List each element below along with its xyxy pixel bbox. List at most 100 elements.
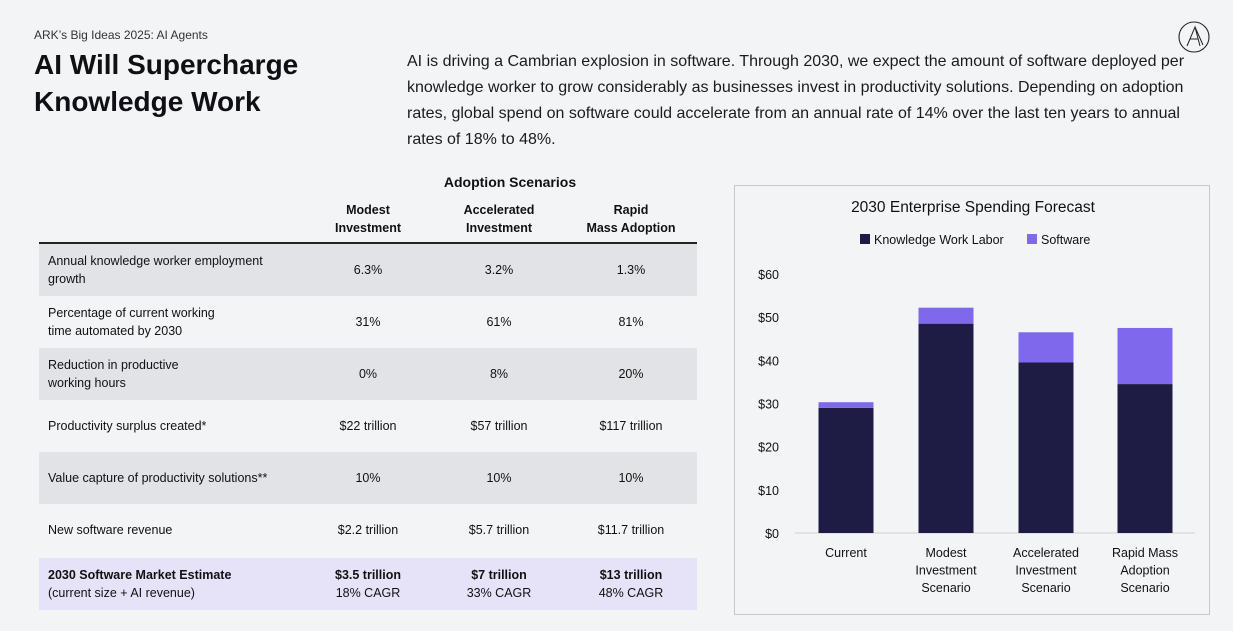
table-cell: $11.7 trillion <box>597 523 665 537</box>
summary-cagr: 33% CAGR <box>466 586 532 600</box>
row-label-line2: working hours <box>48 376 126 390</box>
table-cell: $22 trillion <box>339 419 397 433</box>
column-header-line1: Rapid <box>613 203 649 217</box>
x-tick-label: Accelerated <box>1013 546 1079 560</box>
legend-label: Knowledge Work Labor <box>874 233 1004 247</box>
table-cell: $2.2 trillion <box>337 523 399 537</box>
table-row: Percentage of current working time automa… <box>39 296 697 348</box>
y-tick-label: $60 <box>758 268 779 282</box>
bar-segment <box>818 402 874 408</box>
x-tick-label: Scenario <box>921 581 970 595</box>
x-tick-label: Investment <box>915 564 977 578</box>
summary-label-line2: (current size + AI revenue) <box>48 586 195 600</box>
title-line-2: Knowledge Work <box>34 86 261 117</box>
row-label-line2: time automated by 2030 <box>48 324 183 338</box>
x-tick-label: Adoption <box>1120 564 1169 578</box>
column-header-line2: Investment <box>335 221 401 235</box>
series-label: ARK’s Big Ideas 2025: AI Agents <box>34 28 208 42</box>
table-cell: 8% <box>489 367 509 381</box>
summary-cell: $13 trillion 48% CAGR <box>566 566 696 602</box>
row-label-line1: Percentage of current working <box>48 306 215 320</box>
table-title: Adoption Scenarios <box>443 174 577 190</box>
table-cell: 31% <box>355 315 381 329</box>
table-cell: 81% <box>618 315 644 329</box>
bar-segment <box>1018 362 1074 533</box>
ark-logo-icon <box>1178 21 1210 53</box>
row-label: Annual knowledge worker employment growth <box>39 252 299 288</box>
y-tick-label: $20 <box>758 441 779 455</box>
table-row: New software revenue $2.2 trillion $5.7 tr… <box>39 504 697 556</box>
row-label-line1: Productivity surplus created* <box>48 419 207 433</box>
table-cell: 20% <box>618 367 644 381</box>
summary-cell: $7 trillion 33% CAGR <box>434 566 564 602</box>
table-cell: $117 trillion <box>599 419 663 433</box>
table-row: Value capture of productivity solutions*… <box>39 452 697 504</box>
bar-segment <box>818 407 874 533</box>
column-header: Modest Investment <box>303 201 433 237</box>
x-tick-label: Scenario <box>1021 581 1070 595</box>
x-tick-label: Modest <box>926 546 968 560</box>
x-tick-label: Current <box>825 546 867 560</box>
table-cell: 1.3% <box>616 263 646 277</box>
y-tick-label: $50 <box>758 311 779 325</box>
table-cell: 10% <box>618 471 644 485</box>
column-header-line2: Mass Adoption <box>586 221 676 235</box>
summary-value: $7 trillion <box>471 568 527 582</box>
row-label: Value capture of productivity solutions*… <box>39 469 299 487</box>
y-tick-label: $0 <box>765 527 779 541</box>
y-tick-label: $40 <box>758 354 779 368</box>
row-label: Reduction in productive working hours <box>39 356 299 392</box>
column-header-line1: Modest <box>346 203 390 217</box>
x-tick-label: Scenario <box>1120 581 1169 595</box>
bar-segment <box>1018 332 1074 363</box>
legend-swatch <box>860 234 870 244</box>
bar-segment <box>918 323 974 533</box>
summary-label-line1: 2030 Software Market Estimate <box>48 568 232 582</box>
header-divider <box>39 242 697 244</box>
title-line-1: AI Will Supercharge <box>34 49 299 80</box>
legend-swatch <box>1027 234 1037 244</box>
row-label-line1: Reduction in productive <box>48 358 179 372</box>
intro-paragraph: AI is driving a Cambrian explosion in so… <box>407 53 1185 148</box>
chart-title: 2030 Enterprise Spending Forecast <box>851 199 1096 216</box>
table-cell: 3.2% <box>484 263 514 277</box>
table-cell: 6.3% <box>353 263 383 277</box>
summary-value: $3.5 trillion <box>335 568 401 582</box>
summary-cagr: 48% CAGR <box>598 586 664 600</box>
table-cell: 10% <box>486 471 512 485</box>
summary-cagr: 18% CAGR <box>335 586 401 600</box>
column-header-line2: Investment <box>466 221 532 235</box>
table-cell: 0% <box>358 367 378 381</box>
bar-segment <box>1117 384 1173 533</box>
row-label-line1: Value capture of productivity solutions*… <box>48 471 268 485</box>
row-label-line1: Annual knowledge worker employment <box>48 254 263 268</box>
table-cell: 61% <box>486 315 512 329</box>
column-header: Accelerated Investment <box>434 201 564 237</box>
summary-cell: $3.5 trillion 18% CAGR <box>303 566 433 602</box>
row-label-line2: growth <box>48 272 86 286</box>
chart-svg: 2030 Enterprise Spending Forecast Knowled… <box>758 199 1195 595</box>
y-tick-label: $10 <box>758 484 779 498</box>
table-cell: 10% <box>355 471 381 485</box>
x-tick-label: Rapid Mass <box>1112 546 1178 560</box>
summary-value: $13 trillion <box>599 568 663 582</box>
y-tick-label: $30 <box>758 398 779 412</box>
table-cell: $57 trillion <box>470 419 528 433</box>
column-header-line1: Accelerated <box>463 203 535 217</box>
table-cell: $5.7 trillion <box>468 523 530 537</box>
table-row: Annual knowledge worker employment growth… <box>39 244 697 296</box>
row-label-line1: New software revenue <box>48 523 173 537</box>
table-row: Reduction in productive working hours 0% 8%… <box>39 348 697 400</box>
spending-chart: 2030 Enterprise Spending Forecast Knowled… <box>734 185 1210 615</box>
x-tick-label: Investment <box>1015 564 1077 578</box>
bar-segment <box>1117 327 1173 385</box>
row-label: Percentage of current working time automa… <box>39 304 299 340</box>
column-header: Rapid Mass Adoption <box>566 201 696 237</box>
bar-segment <box>918 307 974 324</box>
page-title: AI Will Supercharge Knowledge Work <box>34 46 298 120</box>
table-row: Productivity surplus created* $22 trillio… <box>39 400 697 452</box>
row-label: New software revenue <box>39 521 299 539</box>
legend-label: Software <box>1041 233 1090 247</box>
summary-row: 2030 Software Market Estimate (current si… <box>39 558 697 610</box>
summary-label: 2030 Software Market Estimate (current si… <box>39 566 299 602</box>
